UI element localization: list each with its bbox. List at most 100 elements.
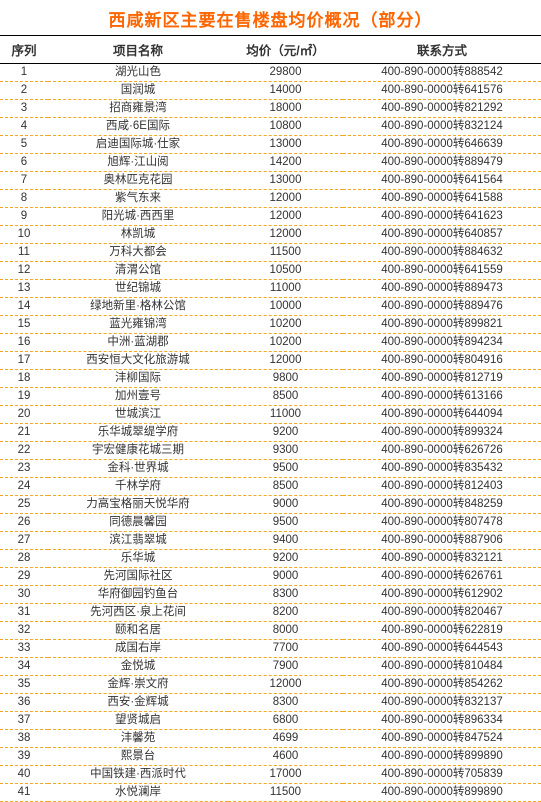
cell-contact: 400-890-0000转899324 <box>343 424 541 442</box>
cell-project: 滨江翡翠城 <box>48 532 228 550</box>
cell-contact: 400-890-0000转899890 <box>343 748 541 766</box>
cell-project: 先河西区·泉上花间 <box>48 604 228 622</box>
cell-contact: 400-890-0000转641576 <box>343 82 541 100</box>
cell-price: 17000 <box>228 766 343 784</box>
table-row: 9阳光城·西西里12000400-890-0000转641623 <box>0 208 541 226</box>
cell-index: 36 <box>0 694 48 712</box>
table-row: 33成国右岸7700400-890-0000转644543 <box>0 640 541 658</box>
cell-project: 蓝光雍锦湾 <box>48 316 228 334</box>
cell-price: 18000 <box>228 100 343 118</box>
cell-contact: 400-890-0000转832137 <box>343 694 541 712</box>
cell-index: 32 <box>0 622 48 640</box>
table-row: 30华府御园钓鱼台8300400-890-0000转612902 <box>0 586 541 604</box>
cell-index: 35 <box>0 676 48 694</box>
cell-price: 9000 <box>228 568 343 586</box>
cell-contact: 400-890-0000转835432 <box>343 460 541 478</box>
table-body: 1湖光山色29800400-890-0000转8885422国润城1400040… <box>0 64 541 802</box>
cell-price: 12000 <box>228 190 343 208</box>
table-row: 11万科大都会11500400-890-0000转884632 <box>0 244 541 262</box>
cell-project: 沣馨苑 <box>48 730 228 748</box>
cell-contact: 400-890-0000转641623 <box>343 208 541 226</box>
cell-price: 4600 <box>228 748 343 766</box>
table-row: 8紫气东来12000400-890-0000转641588 <box>0 190 541 208</box>
cell-index: 25 <box>0 496 48 514</box>
table-row: 38沣馨苑4699400-890-0000转847524 <box>0 730 541 748</box>
cell-project: 湖光山色 <box>48 64 228 82</box>
cell-index: 37 <box>0 712 48 730</box>
cell-contact: 400-890-0000转626761 <box>343 568 541 586</box>
cell-price: 9400 <box>228 532 343 550</box>
table-row: 28乐华城9200400-890-0000转832121 <box>0 550 541 568</box>
table-row: 17西安恒大文化旅游城12000400-890-0000转804916 <box>0 352 541 370</box>
cell-index: 21 <box>0 424 48 442</box>
cell-project: 水悦澜岸 <box>48 784 228 802</box>
cell-project: 世城滨江 <box>48 406 228 424</box>
cell-project: 旭辉·江山阅 <box>48 154 228 172</box>
cell-price: 8300 <box>228 694 343 712</box>
table-row: 37望贤城启6800400-890-0000转896334 <box>0 712 541 730</box>
cell-price: 9000 <box>228 496 343 514</box>
cell-project: 清渭公馆 <box>48 262 228 280</box>
cell-price: 9200 <box>228 550 343 568</box>
cell-index: 3 <box>0 100 48 118</box>
cell-contact: 400-890-0000转889476 <box>343 298 541 316</box>
cell-price: 8300 <box>228 586 343 604</box>
cell-project: 林凯城 <box>48 226 228 244</box>
cell-contact: 400-890-0000转832121 <box>343 550 541 568</box>
cell-contact: 400-890-0000转820467 <box>343 604 541 622</box>
cell-contact: 400-890-0000转644094 <box>343 406 541 424</box>
cell-contact: 400-890-0000转641559 <box>343 262 541 280</box>
cell-index: 7 <box>0 172 48 190</box>
cell-price: 8500 <box>228 478 343 496</box>
cell-index: 40 <box>0 766 48 784</box>
cell-contact: 400-890-0000转894234 <box>343 334 541 352</box>
cell-index: 22 <box>0 442 48 460</box>
page-title: 西咸新区主要在售楼盘均价概况（部分） <box>0 0 541 35</box>
table-row: 7奥林匹克花园13000400-890-0000转641564 <box>0 172 541 190</box>
cell-project: 成国右岸 <box>48 640 228 658</box>
cell-project: 奥林匹克花园 <box>48 172 228 190</box>
cell-index: 33 <box>0 640 48 658</box>
table-row: 25力高宝格丽天悦华府9000400-890-0000转848259 <box>0 496 541 514</box>
table-row: 26同德晨馨园9500400-890-0000转807478 <box>0 514 541 532</box>
col-price: 均价（元/㎡） <box>228 36 343 64</box>
cell-price: 8200 <box>228 604 343 622</box>
table-row: 34金悦城7900400-890-0000转810484 <box>0 658 541 676</box>
cell-project: 西咸·6E国际 <box>48 118 228 136</box>
cell-price: 11000 <box>228 406 343 424</box>
table-row: 15蓝光雍锦湾10200400-890-0000转899821 <box>0 316 541 334</box>
cell-price: 11000 <box>228 280 343 298</box>
table-row: 18沣柳国际9800400-890-0000转812719 <box>0 370 541 388</box>
cell-contact: 400-890-0000转622819 <box>343 622 541 640</box>
cell-index: 38 <box>0 730 48 748</box>
cell-price: 10500 <box>228 262 343 280</box>
cell-contact: 400-890-0000转887906 <box>343 532 541 550</box>
cell-index: 4 <box>0 118 48 136</box>
cell-contact: 400-890-0000转641564 <box>343 172 541 190</box>
cell-index: 5 <box>0 136 48 154</box>
table-row: 31先河西区·泉上花间8200400-890-0000转820467 <box>0 604 541 622</box>
table-row: 29先河国际社区9000400-890-0000转626761 <box>0 568 541 586</box>
cell-price: 14200 <box>228 154 343 172</box>
cell-project: 绿地新里·格林公馆 <box>48 298 228 316</box>
cell-index: 31 <box>0 604 48 622</box>
cell-price: 10800 <box>228 118 343 136</box>
table-row: 3招商雍景湾18000400-890-0000转821292 <box>0 100 541 118</box>
cell-contact: 400-890-0000转705839 <box>343 766 541 784</box>
cell-project: 中国铁建·西派时代 <box>48 766 228 784</box>
cell-index: 12 <box>0 262 48 280</box>
cell-project: 加州壹号 <box>48 388 228 406</box>
cell-price: 7700 <box>228 640 343 658</box>
cell-index: 17 <box>0 352 48 370</box>
table-row: 41水悦澜岸11500400-890-0000转899890 <box>0 784 541 802</box>
cell-project: 望贤城启 <box>48 712 228 730</box>
col-index: 序列 <box>0 36 48 64</box>
cell-price: 9800 <box>228 370 343 388</box>
cell-contact: 400-890-0000转896334 <box>343 712 541 730</box>
table-row: 20世城滨江11000400-890-0000转644094 <box>0 406 541 424</box>
cell-price: 8000 <box>228 622 343 640</box>
cell-index: 16 <box>0 334 48 352</box>
cell-contact: 400-890-0000转884632 <box>343 244 541 262</box>
table-row: 36西安·金辉城8300400-890-0000转832137 <box>0 694 541 712</box>
cell-price: 29800 <box>228 64 343 82</box>
